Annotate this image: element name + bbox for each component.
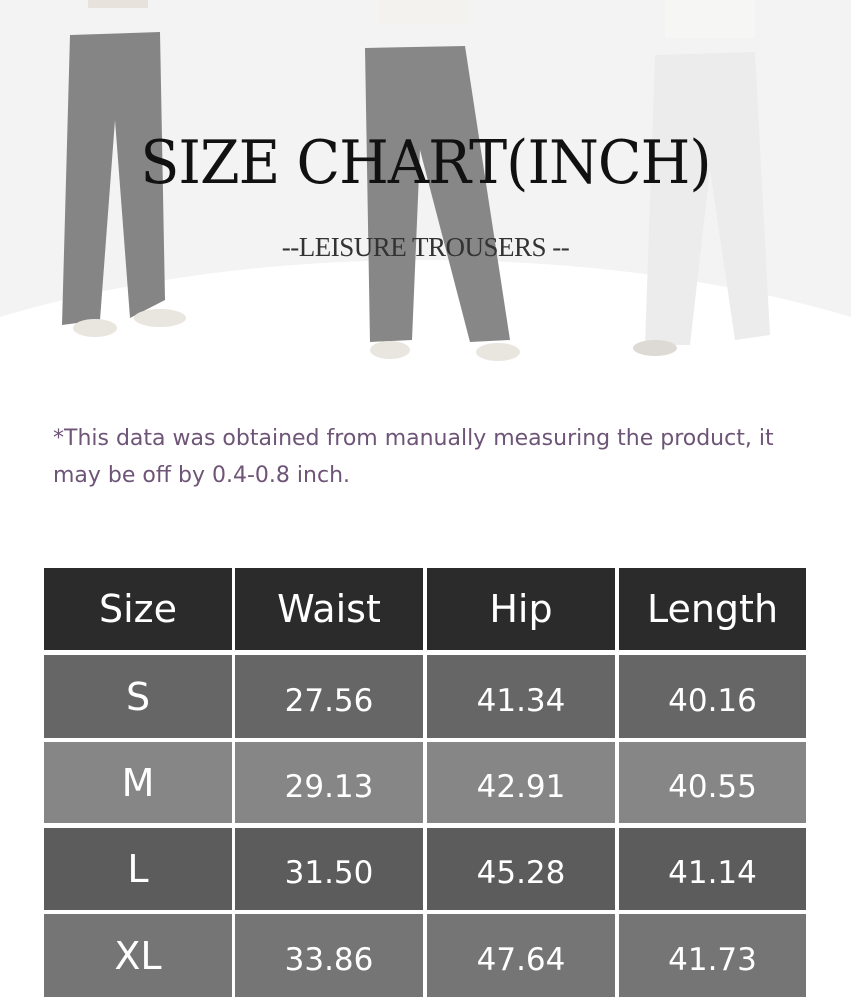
length-cell: 41.73 bbox=[619, 914, 806, 997]
waist-cell: 27.56 bbox=[235, 655, 423, 738]
size-cell: L bbox=[44, 828, 232, 910]
hip-cell: 42.91 bbox=[427, 742, 615, 823]
product-photo-banner: SIZE CHART(INCH) --LEISURE TROUSERS -- bbox=[0, 0, 851, 400]
waist-cell: 33.86 bbox=[235, 914, 423, 997]
model-figures-image bbox=[62, 0, 770, 361]
size-cell: XL bbox=[44, 914, 232, 997]
size-cell: M bbox=[44, 742, 232, 823]
column-header-length: Length bbox=[619, 568, 806, 650]
column-header-size: Size bbox=[44, 568, 232, 650]
page-title: SIZE CHART(INCH) bbox=[140, 128, 711, 198]
length-cell: 41.14 bbox=[619, 828, 806, 910]
column-header-hip: Hip bbox=[427, 568, 615, 650]
measurement-note: *This data was obtained from manually me… bbox=[53, 426, 774, 488]
length-cell: 40.16 bbox=[619, 655, 806, 738]
column-header-waist: Waist bbox=[235, 568, 423, 650]
hip-cell: 47.64 bbox=[427, 914, 615, 997]
size-cell: S bbox=[44, 655, 232, 738]
waist-cell: 29.13 bbox=[235, 742, 423, 823]
hip-cell: 45.28 bbox=[427, 828, 615, 910]
page-subtitle: --LEISURE TROUSERS -- bbox=[281, 232, 570, 262]
hip-cell: 41.34 bbox=[427, 655, 615, 738]
length-cell: 40.55 bbox=[619, 742, 806, 823]
waist-cell: 31.50 bbox=[235, 828, 423, 910]
